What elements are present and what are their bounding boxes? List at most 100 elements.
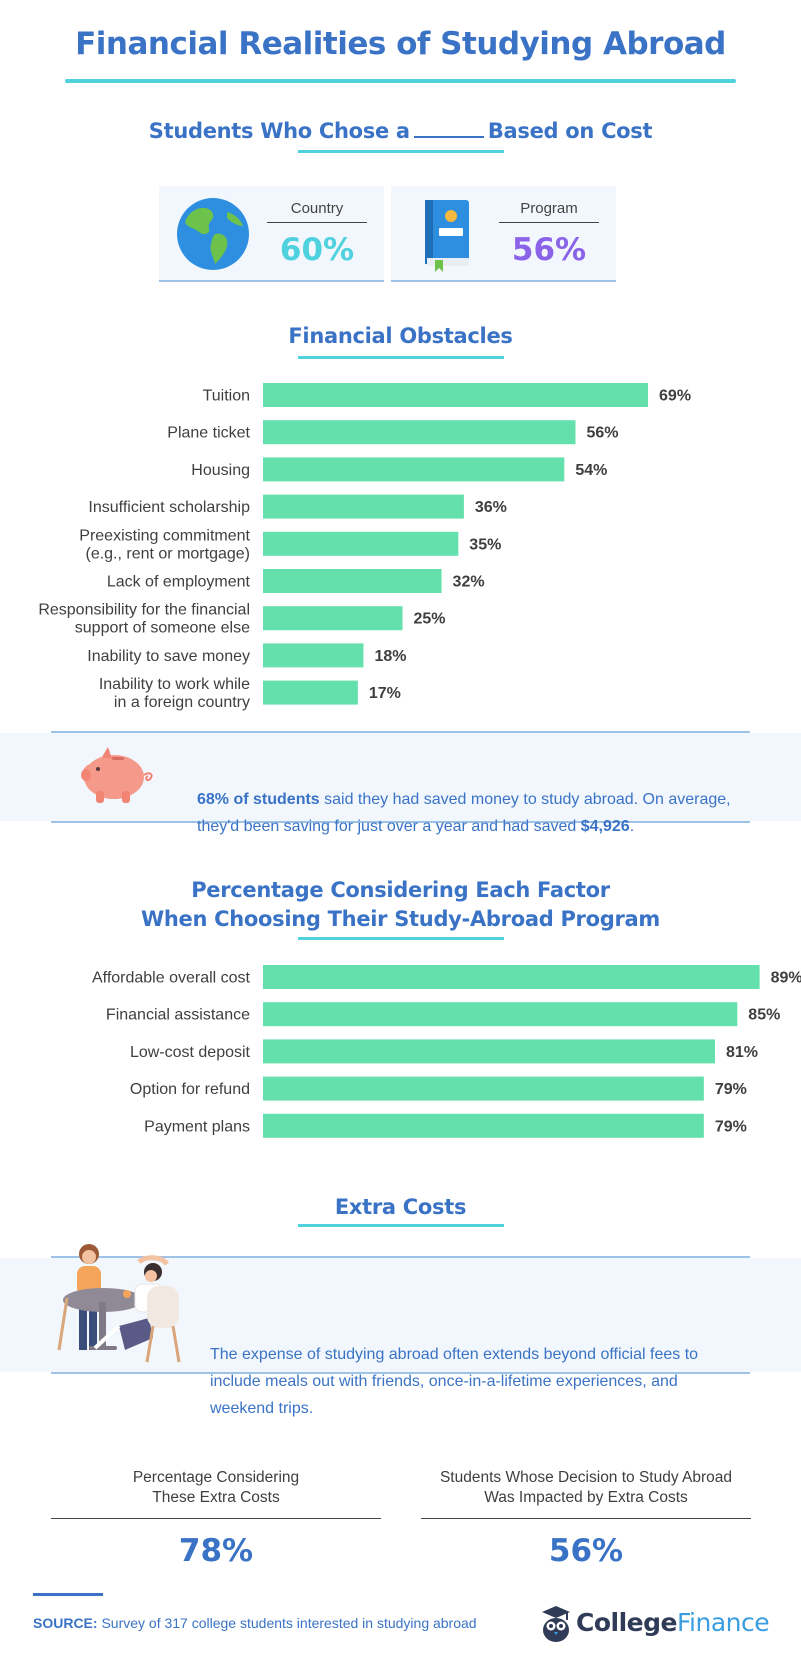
obstacle-category-label: Inability to work while — [99, 676, 250, 693]
friends-at-table-illustration — [57, 1244, 181, 1363]
extra-stat-impacted-value: 56% — [548, 1533, 624, 1569]
extra-stat-considering-value: 78% — [178, 1533, 254, 1569]
obstacle-category-label: Responsibility for the financial — [38, 602, 250, 619]
savings-top-rule — [51, 731, 750, 733]
obstacle-category-label: Lack of employment — [107, 574, 251, 591]
obstacle-category-label: Insufficient scholarship — [88, 499, 250, 516]
factors-chart: Affordable overall cost 89% Financial assi… — [92, 965, 801, 1138]
obstacle-category-label: Plane ticket — [167, 425, 250, 442]
obstacles-heading: Financial Obstacles — [288, 324, 513, 348]
extra-costs-heading: Extra Costs — [334, 1195, 467, 1219]
savings-bottom-rule — [51, 821, 750, 823]
blank-line — [413, 120, 484, 138]
factor-category-label: Financial assistance — [106, 1007, 250, 1024]
factor-bar — [263, 965, 760, 989]
extra-stat-considering-label: Percentage Considering These Extra Costs — [51, 1468, 381, 1510]
obstacle-category-label: Preexisting commitment — [79, 527, 250, 544]
factor-category-label: Low-cost deposit — [130, 1044, 251, 1061]
obstacle-bar — [263, 643, 364, 668]
factor-bar — [263, 1039, 715, 1064]
savings-bold: 68% of students — [197, 791, 320, 808]
factor-value-label: 79% — [715, 1081, 747, 1098]
globe-icon — [177, 198, 249, 270]
obstacle-value-label: 17% — [369, 685, 401, 702]
extra-stat-considering-divider — [51, 1518, 381, 1519]
extra-stat-impacted-divider — [421, 1518, 751, 1519]
country-value: 60% — [279, 232, 355, 268]
extra-top-rule — [51, 1256, 750, 1258]
source-text: Survey of 317 college students intereste… — [97, 1615, 477, 1631]
owl-graduate-icon — [542, 1606, 570, 1642]
extra-costs-heading-underline — [298, 1224, 504, 1227]
obstacle-value-label: 32% — [453, 574, 485, 591]
savings-amount: $4,926 — [580, 818, 630, 835]
page-title: Financial Realities of Studying Abroad — [75, 26, 726, 62]
obstacle-bar — [263, 606, 403, 631]
country-card: Country 60% — [159, 186, 384, 282]
factor-bar — [263, 1076, 704, 1101]
obstacle-value-label: 35% — [469, 536, 501, 553]
factor-bar — [263, 1113, 704, 1138]
obstacle-bar — [263, 531, 459, 556]
source-note: SOURCE: Survey of 317 college students i… — [33, 1615, 477, 1631]
savings-text: 68% of students said they had saved mone… — [197, 786, 757, 840]
country-label: Country — [290, 200, 344, 217]
obstacle-category-label: Inability to save money — [87, 648, 250, 665]
obstacle-value-label: 54% — [575, 462, 607, 479]
factors-heading: Percentage Considering Each Factor When … — [0, 876, 801, 934]
factor-value-label: 85% — [748, 1007, 780, 1024]
factors-heading-line-2: When Choosing Their Study-Abroad Program — [141, 907, 660, 931]
factor-category-label: Payment plans — [144, 1118, 250, 1135]
savings-text-1: said they had saved money to study abroa… — [197, 791, 731, 835]
logo-word-finance: Finance — [676, 1608, 770, 1637]
book-icon — [425, 200, 469, 272]
source-label: SOURCE: — [33, 1615, 98, 1631]
extra-stat-impacted-label-1: Students Whose Decision to Study Abroad — [439, 1469, 733, 1486]
extra-bottom-rule — [51, 1372, 750, 1374]
piggy-bank-icon — [81, 747, 153, 803]
obstacle-value-label: 56% — [586, 425, 618, 442]
extra-stat-impacted: Students Whose Decision to Study Abroad … — [421, 1468, 751, 1569]
extra-band — [0, 1258, 801, 1372]
logo-word-college: College — [576, 1608, 677, 1637]
obstacles-chart: Tuition 69% Plane ticket 56% Housing 54% Insuf… — [38, 383, 691, 711]
choice-heading: Students Who Chose a Based on Cost — [0, 117, 801, 146]
source-rule — [33, 1593, 103, 1596]
obstacle-bar — [263, 569, 442, 593]
obstacle-value-label: 25% — [414, 611, 446, 628]
college-finance-logo[interactable]: CollegeFinance — [540, 1604, 775, 1644]
choice-heading-post: Based on Cost — [487, 119, 653, 143]
obstacle-category-label: Housing — [191, 462, 250, 479]
program-label: Program — [520, 200, 578, 217]
choice-heading-underline — [298, 150, 504, 153]
obstacle-bar — [263, 420, 576, 445]
obstacle-value-label: 36% — [475, 499, 507, 516]
factor-category-label: Affordable overall cost — [92, 970, 251, 987]
extra-stat-considering-label-1: Percentage Considering — [132, 1469, 300, 1486]
obstacle-category-label: in a foreign country — [114, 694, 250, 711]
obstacles-heading-underline — [298, 356, 504, 359]
extra-costs-text: The expense of studying abroad often ext… — [210, 1346, 699, 1417]
title-underline — [65, 79, 736, 83]
obstacle-bar — [263, 494, 464, 519]
country-divider — [267, 222, 367, 223]
obstacle-value-label: 18% — [374, 648, 406, 665]
obstacle-bar — [263, 383, 649, 407]
factor-value-label: 81% — [726, 1044, 758, 1061]
savings-text-2: . — [629, 818, 635, 835]
factor-value-label: 79% — [715, 1118, 747, 1135]
logo-wordmark: CollegeFinance — [576, 1608, 770, 1637]
program-value: 56% — [511, 232, 587, 268]
extra-stat-impacted-label: Students Whose Decision to Study Abroad … — [421, 1468, 751, 1510]
program-card: Program 56% — [391, 186, 616, 282]
obstacle-bar — [263, 680, 358, 705]
extra-stat-impacted-label-2: Was Impacted by Extra Costs — [484, 1489, 688, 1506]
factor-category-label: Option for refund — [130, 1081, 250, 1098]
obstacle-value-label: 69% — [659, 388, 691, 405]
obstacle-category-label: (e.g., rent or mortgage) — [85, 545, 250, 562]
factor-value-label: 89% — [771, 970, 801, 987]
extra-stat-considering-label-2: These Extra Costs — [152, 1489, 280, 1506]
obstacle-category-label: support of someone else — [75, 620, 250, 637]
obstacle-bar — [263, 457, 565, 482]
factors-heading-underline — [298, 937, 504, 940]
